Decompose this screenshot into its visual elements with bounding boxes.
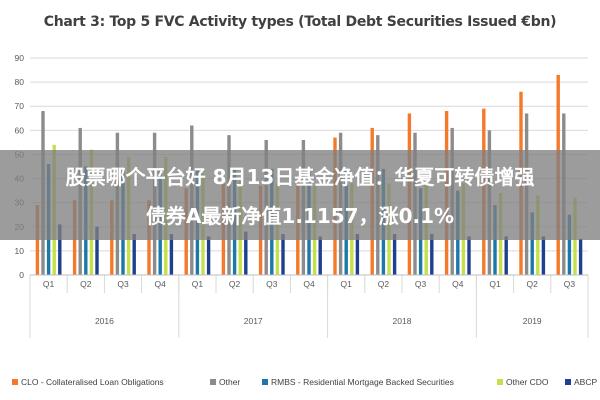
bar <box>35 205 40 275</box>
x-tick-label: Q1 <box>192 279 204 289</box>
year-label: 2016 <box>95 316 114 326</box>
year-label: 2017 <box>244 316 263 326</box>
legend-swatch <box>497 378 503 385</box>
x-tick-label: Q3 <box>564 279 576 289</box>
legend-swatch <box>565 378 571 385</box>
legend-item: CLO - Collateralised Loan Obligations <box>12 376 164 387</box>
chart-legend: CLO - Collateralised Loan Obligations Oth… <box>10 376 600 392</box>
bar <box>578 238 583 275</box>
legend-label: RMBS - Residential Mortgage Backed Secur… <box>271 376 454 387</box>
x-tick-label: Q3 <box>266 279 278 289</box>
y-tick-label: 0 <box>19 270 24 280</box>
bar <box>430 234 434 275</box>
y-tick-label: 70 <box>15 101 25 111</box>
x-tick-label: Q1 <box>43 279 55 289</box>
legend-item: RMBS - Residential Mortgage Backed Secur… <box>262 376 454 387</box>
bar <box>541 236 546 275</box>
x-tick-label: Q1 <box>489 279 501 289</box>
x-tick-label: Q4 <box>155 279 167 289</box>
bar <box>392 234 397 275</box>
y-tick-label: 10 <box>15 246 25 256</box>
x-tick-label: Q4 <box>303 279 315 289</box>
legend-swatch <box>12 378 18 385</box>
legend-swatch <box>210 378 216 385</box>
bar <box>530 212 534 275</box>
bar <box>504 236 508 275</box>
x-tick-label: Q3 <box>415 279 427 289</box>
bar <box>206 236 211 275</box>
legend-item: ABCP <box>565 376 597 387</box>
bar <box>467 236 471 275</box>
legend-label: ABCP <box>574 376 598 387</box>
legend-item: Other <box>210 376 240 387</box>
bar <box>244 231 248 275</box>
y-tick-label: 80 <box>15 77 25 87</box>
bar <box>58 224 62 275</box>
bar <box>493 205 497 275</box>
y-tick-label: 90 <box>15 53 25 63</box>
overlay-headline-line-1: 股票哪个平台好 8月13日基金净值：华夏可转债增强 <box>65 165 535 189</box>
legend-swatch <box>262 378 268 385</box>
x-tick-label: Q1 <box>341 279 353 289</box>
bar <box>355 234 360 275</box>
chart-title: Chart 3: Top 5 FVC Activity types (Total… <box>43 14 557 30</box>
year-label: 2018 <box>393 316 412 326</box>
bar <box>318 236 322 275</box>
legend-label: Other CDO <box>506 376 549 387</box>
legend-label: CLO - Collateralised Loan Obligations <box>21 376 164 387</box>
x-tick-label: Q2 <box>527 279 539 289</box>
y-tick-label: 60 <box>15 125 25 135</box>
bar <box>95 226 99 275</box>
bar <box>132 234 136 275</box>
x-tick-label: Q2 <box>229 279 241 289</box>
overlay-headline-line-2: 债券A最新净值1.1157，涨0.1% <box>145 204 455 228</box>
x-tick-label: Q2 <box>80 279 92 289</box>
legend-item: Other CDO <box>497 376 549 387</box>
legend-label: Other <box>219 376 241 387</box>
overlay-banner <box>0 150 600 240</box>
bar <box>567 214 572 275</box>
bar <box>281 234 285 275</box>
x-tick-label: Q3 <box>117 279 129 289</box>
bar <box>169 234 174 275</box>
year-label: 2019 <box>523 316 542 326</box>
x-tick-label: Q2 <box>378 279 390 289</box>
x-tick-label: Q4 <box>452 279 464 289</box>
